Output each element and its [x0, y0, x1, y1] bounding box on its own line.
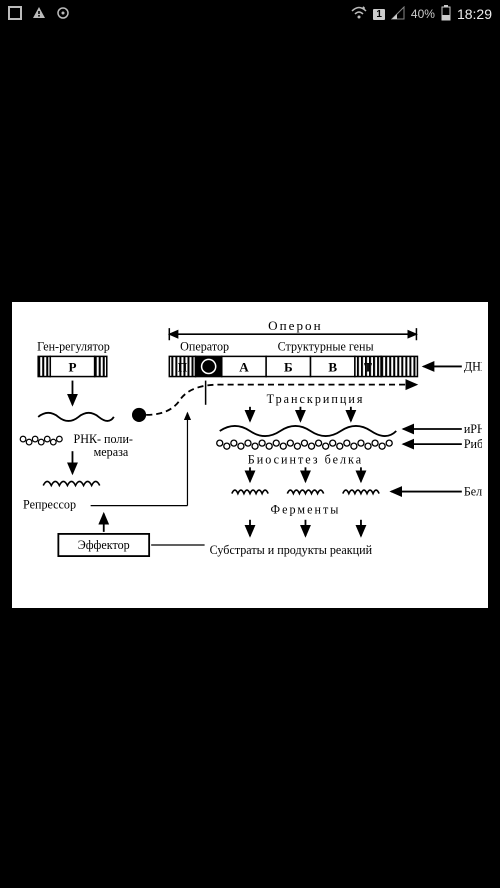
svg-text:Р: Р — [68, 360, 76, 375]
transcription-label: Транскрипция — [267, 392, 365, 406]
regulator-box: Р — [38, 356, 107, 376]
rna-pol-label-2: мераза — [94, 445, 129, 459]
operon-boxes: П О А Б В Т — [169, 356, 417, 376]
structural-genes-label: Структурные гены — [278, 339, 374, 353]
proteins-label: Белки — [464, 485, 482, 499]
rna-polymerase-dot — [132, 408, 146, 422]
substrates-label: Субстраты и продукты реакций — [210, 543, 373, 557]
diagram-container: Оперон Оператор Структурные гены Ген-рег… — [0, 300, 500, 610]
svg-text:Т: Т — [364, 361, 372, 375]
svg-text:О: О — [204, 362, 213, 374]
signal-icon — [391, 6, 405, 23]
status-bar: 1 40% 18:29 — [0, 0, 500, 28]
warning-icon — [32, 6, 46, 23]
svg-text:Б: Б — [284, 360, 293, 375]
rna-pol-label-1: РНК- поли- — [73, 432, 132, 446]
sim-icon: 1 — [373, 9, 385, 20]
battery-icon — [441, 5, 451, 24]
enzymes-label: Ферменты — [271, 503, 341, 517]
clock: 18:29 — [457, 6, 492, 22]
app-icon-1 — [8, 6, 22, 23]
operon-diagram: Оперон Оператор Структурные гены Ген-рег… — [10, 300, 490, 610]
ribosomes-label: Рибосомы — [464, 437, 482, 451]
gene-regulator-label: Ген-регулятор — [37, 339, 110, 353]
target-icon — [56, 6, 70, 23]
protein-coils — [232, 490, 379, 494]
operator-label: Оператор — [180, 339, 229, 353]
repressor-coil — [43, 481, 99, 485]
biosynthesis-label: Биосинтез белка — [248, 452, 363, 466]
wifi-icon — [351, 6, 367, 23]
battery-pct: 40% — [411, 7, 435, 21]
svg-text:В: В — [328, 360, 337, 375]
svg-text:А: А — [239, 360, 249, 375]
reg-mrna-wave — [38, 413, 114, 421]
svg-text:П: П — [178, 361, 188, 375]
repressor-label: Репрессор — [23, 498, 76, 512]
irnk-label: иРНК — [464, 422, 482, 436]
effector-label: Эффектор — [78, 538, 130, 552]
operon-title: Оперон — [268, 318, 323, 333]
mrna-wave — [220, 426, 397, 436]
dnk-label: ДНК — [464, 360, 482, 374]
